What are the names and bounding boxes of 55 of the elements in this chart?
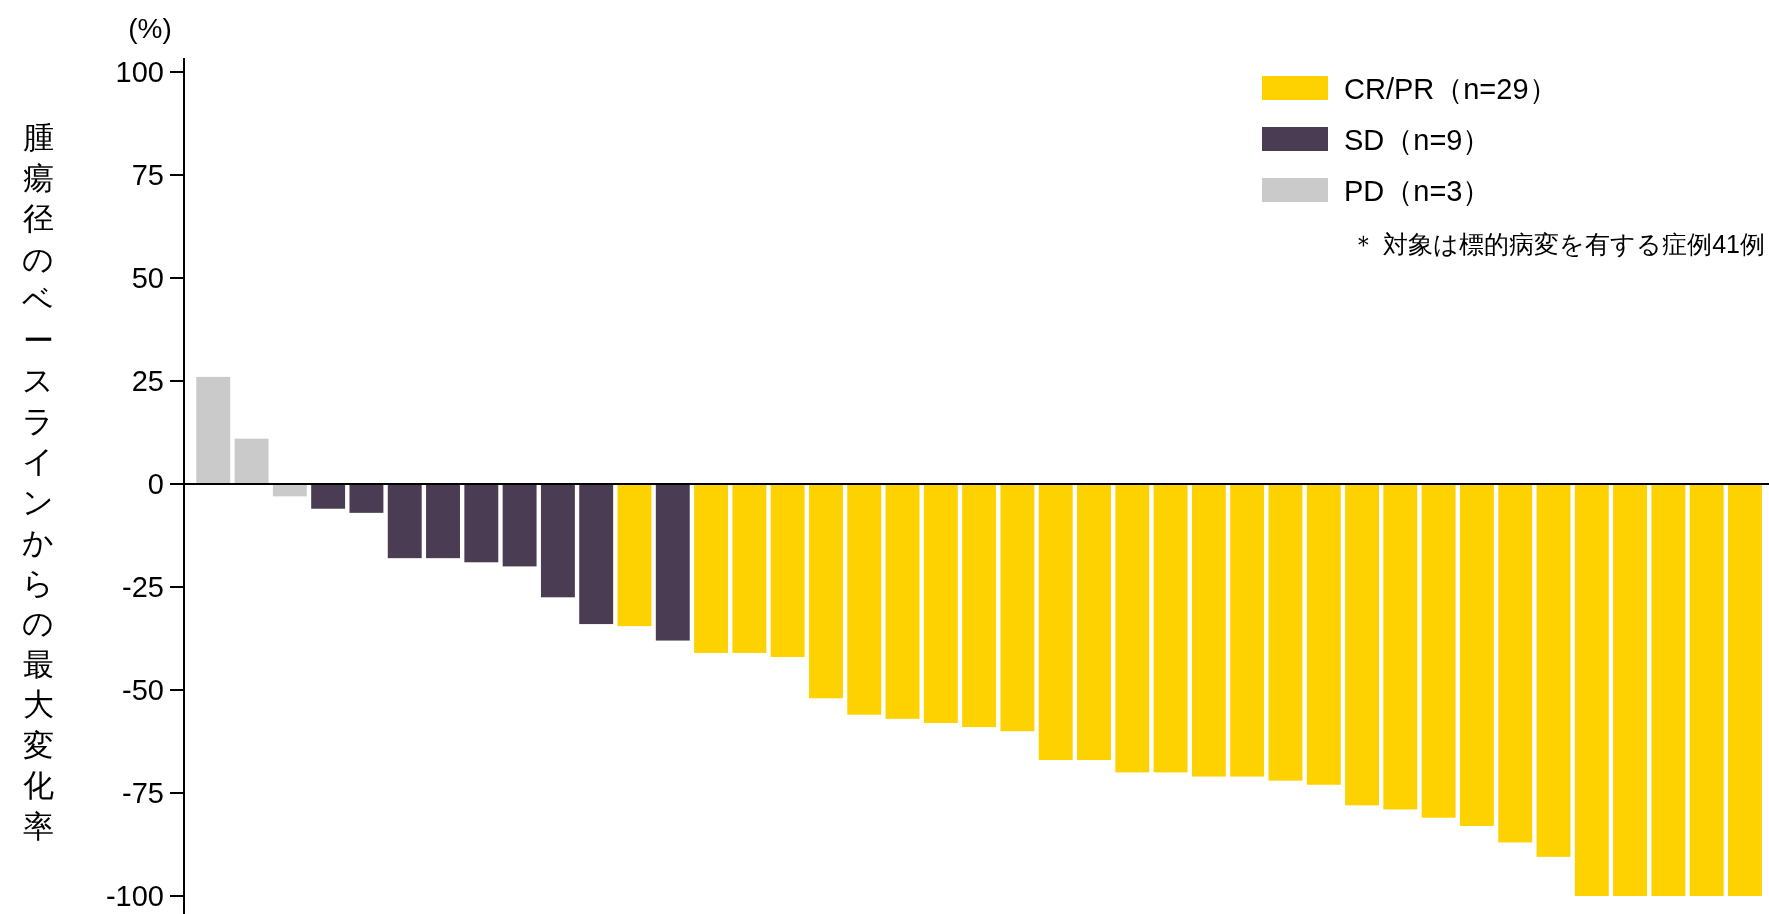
y-tick-label: 0: [147, 468, 164, 500]
legend-label: PD（n=3）: [1344, 175, 1492, 207]
bar: [1728, 484, 1762, 896]
bar: [809, 484, 843, 699]
bar: [1000, 484, 1035, 732]
bar: [847, 484, 882, 715]
annotation: ＊ 対象は標的病変を有する症例41例: [1351, 230, 1765, 258]
bar: [1613, 484, 1648, 896]
bar: [311, 484, 346, 509]
bar: [1077, 484, 1111, 761]
y-tick-label: -25: [122, 571, 164, 603]
bar: [1038, 484, 1073, 761]
bar: [770, 484, 805, 658]
y-tick-label: -100: [105, 880, 164, 912]
y-tick-label: -75: [122, 777, 164, 809]
y-tick-label: 75: [131, 159, 164, 191]
bar: [1306, 484, 1341, 785]
bar: [655, 484, 690, 641]
y-tick-label: -50: [122, 674, 164, 706]
bar: [234, 438, 269, 484]
bar: [885, 484, 920, 719]
legend-label: CR/PR（n=29）: [1344, 73, 1558, 105]
bar: [464, 484, 499, 563]
bar: [1651, 484, 1686, 896]
y-tick-label: 50: [131, 262, 164, 294]
bar: [1689, 484, 1724, 896]
bar: [923, 484, 958, 723]
bar: [1230, 484, 1265, 777]
bar: [387, 484, 422, 559]
y-tick-label: 100: [115, 56, 164, 88]
y-tick-label: 25: [131, 365, 164, 397]
bar: [579, 484, 614, 625]
bar: [694, 484, 729, 653]
bar: [349, 484, 384, 513]
bar: [1574, 484, 1609, 896]
bar: [1115, 484, 1150, 773]
bar: [1383, 484, 1418, 810]
bar: [1268, 484, 1303, 781]
bar: [1153, 484, 1188, 773]
bar: [502, 484, 537, 567]
bar: [1345, 484, 1379, 806]
bar: [196, 376, 231, 484]
bar: [1536, 484, 1571, 857]
bar: [540, 484, 575, 598]
bar: [617, 484, 652, 627]
bar: [1191, 484, 1226, 777]
text: (%): [128, 13, 172, 44]
bar: [1421, 484, 1456, 818]
bar: [962, 484, 997, 728]
bar: [1459, 484, 1494, 826]
legend-label: SD（n=9）: [1344, 124, 1492, 156]
bar: [1498, 484, 1533, 843]
bar: [732, 484, 767, 653]
text: 腫瘍径のベースラインからの最大変化率: [22, 120, 54, 844]
bar: [426, 484, 460, 559]
